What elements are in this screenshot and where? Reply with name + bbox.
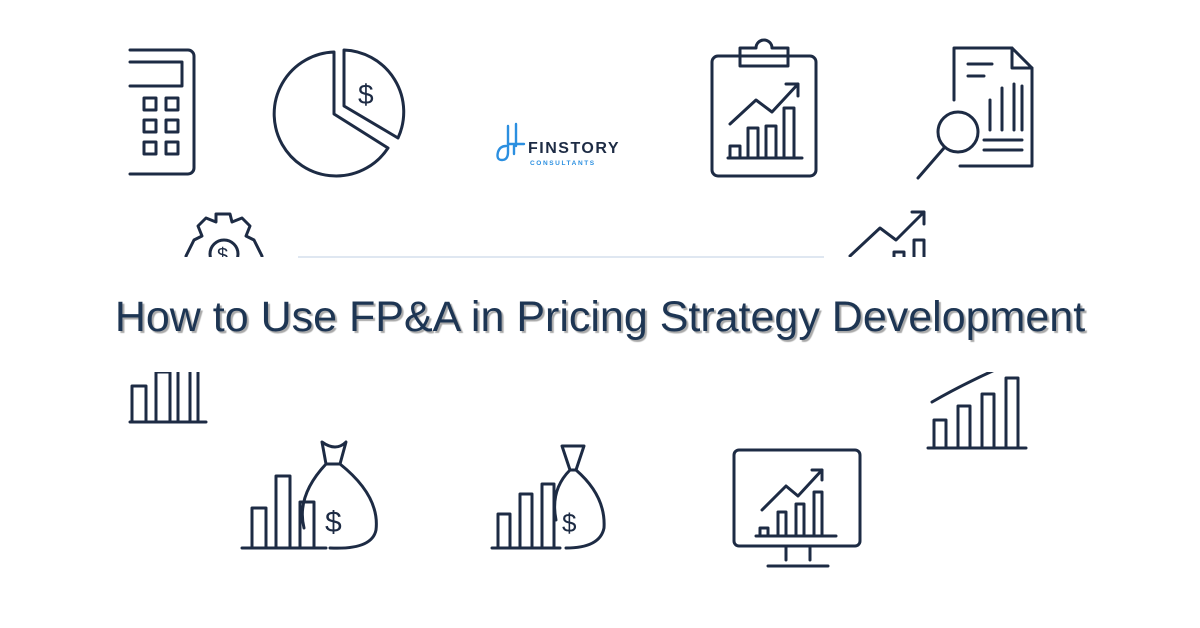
svg-text:$: $	[358, 79, 374, 110]
money-bag-chart-icon: $	[240, 440, 378, 550]
logo-subtitle: CONSULTANTS	[530, 160, 596, 167]
svg-text:$: $	[217, 245, 228, 267]
calculator-icon	[128, 48, 196, 176]
title-band	[0, 257, 1200, 372]
divider	[298, 256, 824, 258]
growth-bar-chart-icon	[926, 358, 1028, 450]
money-bag-chart-small-icon: $	[490, 444, 606, 550]
finstory-logo: FINSTORY CONSULTANTS	[494, 122, 634, 170]
pie-chart-dollar-icon: $	[272, 48, 406, 178]
logo-mark-icon	[496, 122, 526, 162]
monitor-chart-icon	[732, 448, 862, 568]
page-title: How to Use FP&A in Pricing Strategy Deve…	[114, 293, 1086, 341]
svg-text:$: $	[562, 508, 577, 538]
clipboard-chart-icon	[710, 38, 818, 178]
logo-name: FINSTORY	[528, 140, 621, 157]
svg-text:$: $	[325, 506, 342, 539]
bar-chart-icon	[128, 358, 208, 424]
document-magnifier-icon	[916, 46, 1034, 180]
